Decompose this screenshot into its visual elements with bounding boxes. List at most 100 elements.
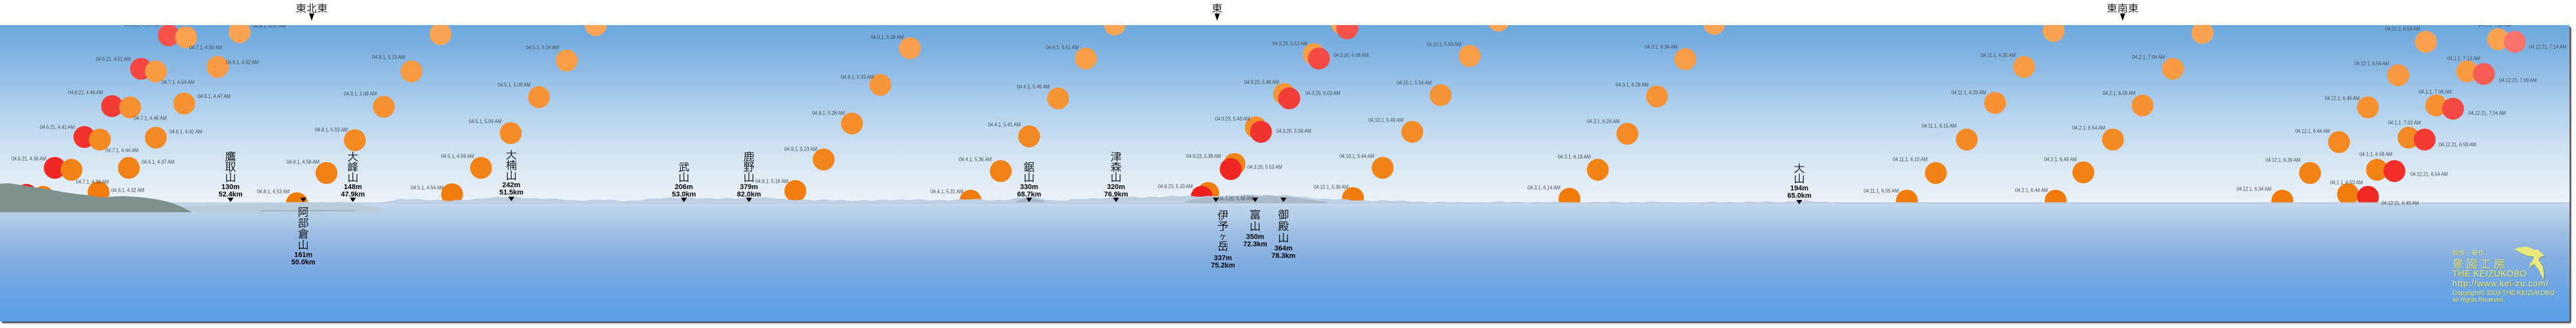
- svg-text:148m: 148m: [344, 183, 362, 191]
- svg-text:04.10.1, 5.49 AM: 04.10.1, 5.49 AM: [1368, 118, 1403, 123]
- svg-text:350m: 350m: [1246, 233, 1264, 241]
- svg-text:04.3.1, 6.24 AM: 04.3.1, 6.24 AM: [1587, 119, 1620, 125]
- svg-text:04.8.1, 5.03 AM: 04.8.1, 5.03 AM: [315, 127, 348, 133]
- svg-text:04.7.1, 4.54 AM: 04.7.1, 4.54 AM: [162, 80, 194, 86]
- svg-text:Copyright© 2003 THE KEIZUKOBO: Copyright© 2003 THE KEIZUKOBO: [2452, 290, 2555, 297]
- svg-text:04.12.21, 7.09 AM: 04.12.21, 7.09 AM: [2499, 78, 2537, 84]
- svg-text:04.8.1, 5.13 AM: 04.8.1, 5.13 AM: [372, 55, 405, 60]
- svg-text:04.12.21, 6.54 AM: 04.12.21, 6.54 AM: [2410, 172, 2448, 178]
- svg-text:04.5.1, 4.54 AM: 04.5.1, 4.54 AM: [411, 185, 444, 191]
- svg-text:04.12.1, 6.44 AM: 04.12.1, 6.44 AM: [2295, 129, 2330, 134]
- svg-text:04.11.1, 6.10 AM: 04.11.1, 6.10 AM: [1893, 157, 1927, 163]
- svg-text:76.9km: 76.9km: [1104, 191, 1128, 199]
- svg-text:04.6.21, 4.41 AM: 04.6.21, 4.41 AM: [40, 125, 75, 131]
- svg-text:04.9.1, 5.38 AM: 04.9.1, 5.38 AM: [871, 35, 904, 41]
- svg-text:04.10.1, 5.44 AM: 04.10.1, 5.44 AM: [1340, 154, 1374, 159]
- svg-text:04.3.1, 6.29 AM: 04.3.1, 6.29 AM: [1616, 82, 1649, 88]
- svg-text:04.3.20, 5.58 AM: 04.3.20, 5.58 AM: [1276, 129, 1311, 134]
- svg-text:04.12.1, 6.34 AM: 04.12.1, 6.34 AM: [2237, 187, 2271, 192]
- svg-text:161m: 161m: [294, 251, 312, 259]
- svg-text:04.3.1, 6.34 AM: 04.3.1, 6.34 AM: [1645, 44, 1678, 50]
- svg-text:04.6.21, 4.46 AM: 04.6.21, 4.46 AM: [68, 90, 103, 96]
- svg-text:04.2.1, 6.44 AM: 04.2.1, 6.44 AM: [2015, 188, 2048, 194]
- svg-text:04.6.1, 4.47 AM: 04.6.1, 4.47 AM: [198, 94, 231, 100]
- svg-text:04.6.1, 4.42 AM: 04.6.1, 4.42 AM: [169, 129, 202, 135]
- svg-text:04.9.23, 5.38 AM: 04.9.23, 5.38 AM: [1186, 154, 1221, 159]
- svg-text:04.5.1, 5.09 AM: 04.5.1, 5.09 AM: [498, 82, 531, 88]
- svg-text:04.2.1, 6.59 AM: 04.2.1, 6.59 AM: [2103, 91, 2136, 96]
- svg-text:04.9.1, 5.28 AM: 04.9.1, 5.28 AM: [812, 111, 845, 116]
- svg-text:04.12.21, 7.04 AM: 04.12.21, 7.04 AM: [2468, 111, 2506, 116]
- svg-text:04.9.23, 5.33 AM: 04.9.23, 5.33 AM: [1158, 184, 1193, 190]
- svg-text:52.4km: 52.4km: [218, 191, 243, 199]
- svg-text:130m: 130m: [222, 183, 240, 191]
- svg-text:04.1.1, 7.18 AM: 04.1.1, 7.18 AM: [2478, 23, 2511, 28]
- svg-text:364m: 364m: [1274, 245, 1293, 253]
- svg-text:04.4.1, 5.46 AM: 04.4.1, 5.46 AM: [1017, 84, 1050, 90]
- svg-text:330m: 330m: [1020, 183, 1038, 191]
- svg-text:75.2km: 75.2km: [1211, 262, 1235, 269]
- svg-text:04.9.1, 5.18 AM: 04.9.1, 5.18 AM: [755, 179, 788, 185]
- svg-text:04.7.1, 4.59 AM: 04.7.1, 4.59 AM: [189, 45, 222, 51]
- svg-text:04.4.1, 5.31 AM: 04.4.1, 5.31 AM: [931, 189, 963, 195]
- svg-text:04.7.1, 4.49 AM: 04.7.1, 4.49 AM: [134, 116, 167, 122]
- svg-text:04.3.20, 6.03 AM: 04.3.20, 6.03 AM: [1305, 91, 1340, 96]
- svg-text:http://www.kei-zu.com/: http://www.kei-zu.com/: [2452, 278, 2549, 288]
- svg-text:68.7km: 68.7km: [1017, 191, 1041, 199]
- svg-text:04.2.1, 6.49 AM: 04.2.1, 6.49 AM: [2044, 157, 2077, 163]
- svg-text:04.3.20, 5.48 AM: 04.3.20, 5.48 AM: [1218, 196, 1253, 202]
- svg-text:04.5.1, 4.59 AM: 04.5.1, 4.59 AM: [441, 154, 474, 159]
- svg-text:72.3km: 72.3km: [1243, 241, 1267, 248]
- svg-text:04.3.1, 6.14 AM: 04.3.1, 6.14 AM: [1528, 185, 1560, 191]
- svg-text:04.7.1, 4.39 AM: 04.7.1, 4.39 AM: [76, 179, 109, 185]
- svg-text:All Rights Reserved.: All Rights Reserved.: [2452, 296, 2505, 303]
- svg-text:04.8.1, 4.58 AM: 04.8.1, 4.58 AM: [287, 159, 319, 165]
- svg-text:82.0km: 82.0km: [737, 191, 761, 199]
- svg-text:04.10.1, 5.54 AM: 04.10.1, 5.54 AM: [1397, 80, 1432, 86]
- svg-text:379m: 379m: [740, 183, 758, 191]
- svg-text:04.10.1, 5.59 AM: 04.10.1, 5.59 AM: [1426, 42, 1461, 48]
- svg-text:04.6.1, 4.32 AM: 04.6.1, 4.32 AM: [111, 188, 144, 194]
- svg-text:04.9.23, 5.53 AM: 04.9.23, 5.53 AM: [1273, 41, 1307, 47]
- svg-text:04.12.1, 6.49 AM: 04.12.1, 6.49 AM: [2325, 96, 2360, 102]
- svg-text:04.9.23, 5.43 AM: 04.9.23, 5.43 AM: [1215, 116, 1250, 122]
- svg-text:04.6.1, 4.52 AM: 04.6.1, 4.52 AM: [226, 60, 259, 66]
- svg-text:04.1.1, 6.58 AM: 04.1.1, 6.58 AM: [2360, 152, 2392, 158]
- svg-text:04.1.1, 7.08 AM: 04.1.1, 7.08 AM: [2419, 89, 2452, 95]
- svg-text:04.1.1, 7.03 AM: 04.1.1, 7.03 AM: [2388, 120, 2421, 126]
- svg-text:50.0km: 50.0km: [291, 259, 316, 266]
- svg-text:04.6.1, 4.57 AM: 04.6.1, 4.57 AM: [253, 23, 286, 29]
- svg-text:04.12.21, 7.14 AM: 04.12.21, 7.14 AM: [2529, 44, 2566, 50]
- svg-text:04.1.1, 7.13 AM: 04.1.1, 7.13 AM: [2447, 56, 2480, 62]
- svg-text:04.8.1, 4.53 AM: 04.8.1, 4.53 AM: [257, 189, 290, 195]
- svg-text:47.9km: 47.9km: [341, 191, 365, 199]
- svg-text:04.12.1, 6.59 AM: 04.12.1, 6.59 AM: [2385, 26, 2420, 32]
- svg-text:206m: 206m: [675, 183, 693, 191]
- svg-text:04.9.1, 5.33 AM: 04.9.1, 5.33 AM: [841, 75, 874, 80]
- svg-text:51.5km: 51.5km: [499, 189, 524, 197]
- svg-text:04.4.1, 5.41 AM: 04.4.1, 5.41 AM: [988, 122, 1021, 128]
- svg-text:04.1.1, 6.53 AM: 04.1.1, 6.53 AM: [2330, 180, 2363, 186]
- svg-text:04.7.1, 4.44 AM: 04.7.1, 4.44 AM: [106, 148, 138, 154]
- svg-text:04.6.21, 4.36 AM: 04.6.21, 4.36 AM: [12, 156, 46, 162]
- svg-text:04.9.1, 5.23 AM: 04.9.1, 5.23 AM: [784, 147, 817, 152]
- svg-text:65.0km: 65.0km: [1787, 192, 1812, 200]
- svg-text:04.6.1, 4.37 AM: 04.6.1, 4.37 AM: [142, 159, 175, 165]
- svg-text:04.11.1, 6.25 AM: 04.11.1, 6.25 AM: [1981, 53, 2016, 59]
- svg-text:04.8.1, 5.08 AM: 04.8.1, 5.08 AM: [344, 91, 377, 97]
- svg-text:Copyright© 2003 THE KEIZUKOBO: Copyright© 2003 THE KEIZUKOBO: [2453, 291, 2555, 298]
- svg-text:04.6.21, 4.56 AM: 04.6.21, 4.56 AM: [124, 22, 159, 28]
- svg-text:320m: 320m: [1107, 183, 1125, 191]
- svg-text:THE KEIZUKOBO: THE KEIZUKOBO: [2453, 269, 2528, 279]
- svg-text:04.12.21, 6.59 AM: 04.12.21, 6.59 AM: [2439, 142, 2476, 148]
- svg-text:04.12.1, 6.39 AM: 04.12.1, 6.39 AM: [2266, 158, 2300, 163]
- svg-text:53.0km: 53.0km: [672, 191, 696, 199]
- svg-text:04.12.21, 6.49 AM: 04.12.21, 6.49 AM: [2382, 201, 2419, 206]
- svg-text:All Rights Reserved.: All Rights Reserved.: [2453, 297, 2506, 304]
- svg-text:04.5.1, 5.14 AM: 04.5.1, 5.14 AM: [526, 45, 559, 51]
- svg-text:78.3km: 78.3km: [1271, 252, 1296, 260]
- svg-text:http://www.kei-zu.com/: http://www.kei-zu.com/: [2453, 279, 2550, 289]
- svg-text:242m: 242m: [502, 181, 520, 189]
- svg-text:04.2.1, 7.04 AM: 04.2.1, 7.04 AM: [2132, 55, 2165, 60]
- svg-text:04.5.1, 5.04 AM: 04.5.1, 5.04 AM: [469, 119, 502, 125]
